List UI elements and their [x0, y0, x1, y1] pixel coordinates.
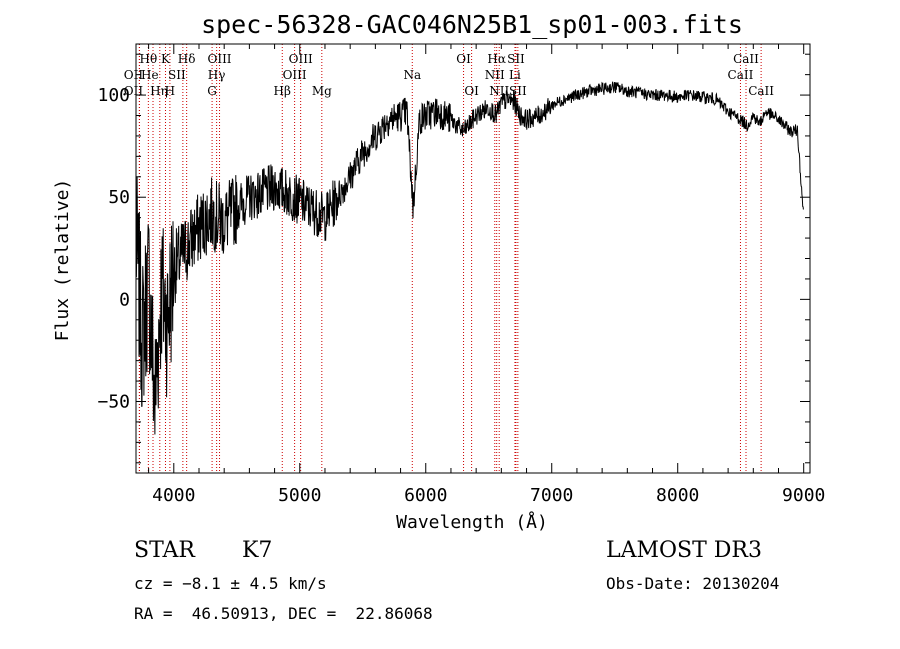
- spectral-line-label: Na: [403, 68, 421, 82]
- spectral-line-label: OIII: [283, 68, 307, 82]
- y-axis-label: Flux (relative): [52, 179, 73, 342]
- chart-title: spec-56328-GAC046N25B1_sp01-003.fits: [201, 10, 743, 39]
- spectral-line-label: OII: [124, 84, 144, 98]
- spectral-line-label: Hη: [150, 84, 168, 98]
- spectral-line-label: OI: [464, 84, 479, 98]
- y-tick-label: 0: [119, 289, 130, 310]
- spectral-line-label: SII: [507, 52, 525, 66]
- x-tick-label: 4000: [152, 485, 195, 506]
- x-tick-label: 9000: [782, 485, 825, 506]
- y-axis-ticks: −50 0 50 100: [97, 53, 810, 464]
- spectral-line-label: He: [141, 68, 159, 82]
- spectral-line-label: K: [161, 52, 171, 66]
- coordinates: RA = 46.50913, DEC = 22.86068: [134, 604, 433, 623]
- spectral-line-label: CaII: [748, 84, 774, 98]
- object-type: STAR: [134, 538, 195, 563]
- y-tick-label: 100: [97, 85, 130, 106]
- spectral-line-label: G: [207, 84, 217, 98]
- flux-series-line: [135, 81, 804, 435]
- spectral-line-label: Mg: [312, 84, 332, 98]
- spectral-line-label: OIII: [289, 52, 313, 66]
- survey-name: LAMOST DR3: [606, 538, 762, 563]
- x-tick-label: 5000: [278, 485, 321, 506]
- x-axis-ticks: 4000 5000 6000 7000 8000 9000: [148, 44, 825, 506]
- spectral-line-label: Hα: [487, 52, 506, 66]
- observation-date: Obs-Date: 20130204: [606, 574, 780, 593]
- x-tick-label: 7000: [530, 485, 573, 506]
- spectral-line-label: CaII: [733, 52, 759, 66]
- y-tick-label: −50: [97, 392, 130, 413]
- spectral-line-label: SII: [509, 84, 527, 98]
- x-axis-label: Wavelength (Å): [396, 511, 548, 533]
- spectral-line-label: Hδ: [178, 52, 196, 66]
- plot-frame: [135, 43, 811, 474]
- spectral-line-label: OIII: [207, 52, 231, 66]
- spectral-line-label: Hβ: [274, 84, 291, 98]
- spectral-line-label: OI: [456, 52, 471, 66]
- spectral-line-label: SII: [168, 68, 186, 82]
- spectral-line-label: CaII: [728, 68, 754, 82]
- spectral-line-label: Hγ: [208, 68, 226, 82]
- spectral-line-label: NII: [485, 68, 505, 82]
- x-tick-label: 8000: [656, 485, 699, 506]
- spectral-line-label: Li: [509, 68, 521, 82]
- x-tick-label: 6000: [404, 485, 447, 506]
- spectral-line-label: H: [165, 84, 175, 98]
- y-tick-label: 50: [108, 187, 130, 208]
- spectral-line-label: Hθ: [139, 52, 157, 66]
- object-subclass: K7: [242, 538, 273, 563]
- spectral-line-label: OII: [124, 68, 144, 82]
- redshift-cz: cz = −8.1 ± 4.5 km/s: [134, 574, 327, 593]
